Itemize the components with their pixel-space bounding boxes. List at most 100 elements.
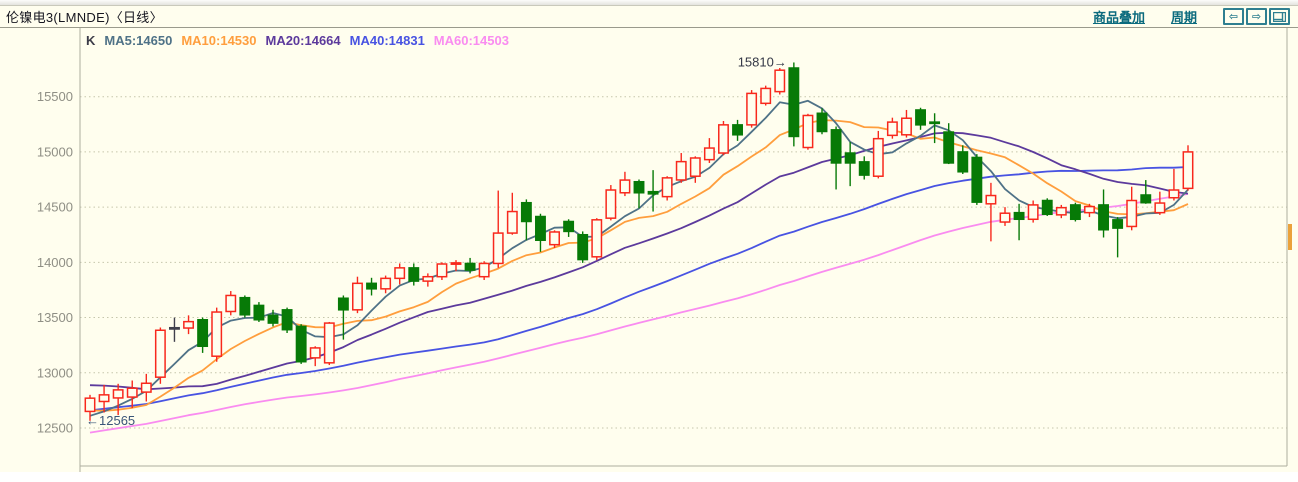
candle-body <box>323 322 335 364</box>
ma20-line <box>89 131 1189 391</box>
candle-body <box>591 219 603 258</box>
high-price-annotation: 15810→ <box>738 54 787 69</box>
candle-body <box>1140 194 1152 204</box>
layout-button[interactable] <box>1269 8 1290 25</box>
candle-body <box>225 294 237 313</box>
candle-body <box>337 297 349 311</box>
candle-body <box>352 282 363 311</box>
candle-body <box>563 220 575 233</box>
right-arrow-icon: ⇨ <box>1251 10 1262 23</box>
candle-body <box>520 201 532 223</box>
candle-body <box>802 114 814 149</box>
candle-body <box>830 129 842 164</box>
candle-body <box>872 137 884 177</box>
candle-body <box>1013 211 1025 221</box>
candle-body <box>422 275 434 282</box>
candle-body <box>844 152 856 164</box>
candle-body <box>1168 189 1180 199</box>
candle-body <box>957 151 969 173</box>
candle-body <box>464 262 476 271</box>
candle-body <box>915 109 926 126</box>
candle-body <box>98 394 110 403</box>
candle-body <box>718 124 729 154</box>
candle-body <box>1112 219 1124 229</box>
candle-body <box>211 311 223 357</box>
candle-body <box>732 124 743 136</box>
candle-body <box>380 277 392 290</box>
y-axis-label: 14500 <box>37 200 73 215</box>
next-button[interactable]: ⇨ <box>1246 8 1267 25</box>
instrument-title: 伦镍电3(LMNDE)〈日线〉 <box>6 10 163 25</box>
candle-body <box>309 347 321 359</box>
candle-body <box>971 156 983 203</box>
chart-area: 12500 13000 13500 14000 14500 15000 15500 15810… <box>0 28 1298 482</box>
candle-body <box>943 131 955 164</box>
candle-body <box>901 117 912 136</box>
candle-body <box>633 180 645 194</box>
nav-icon-group: ⇦ ⇨ <box>1223 8 1290 25</box>
candle-body <box>112 389 124 399</box>
ma10-line <box>89 119 1189 412</box>
candle-body <box>1126 199 1138 228</box>
candle-body <box>760 87 772 105</box>
titlebar-actions: 商品叠加 周期 ⇦ ⇨ <box>1093 7 1292 26</box>
candle-body <box>605 189 617 219</box>
candle-body <box>126 387 138 398</box>
chart-titlebar: 伦镍电3(LMNDE)〈日线〉 商品叠加 周期 ⇦ ⇨ <box>0 5 1298 28</box>
candle-body <box>858 161 870 176</box>
candle-body <box>436 263 448 278</box>
candle-body <box>84 397 96 413</box>
candle-body <box>478 262 490 278</box>
candle-body <box>929 121 941 125</box>
candle-body <box>886 121 898 137</box>
candle-body <box>535 215 546 242</box>
candle-body <box>774 69 786 93</box>
candle-body <box>183 320 194 329</box>
candle-body <box>394 267 406 280</box>
y-axis-label: 14000 <box>37 255 73 270</box>
candle-body <box>816 112 828 133</box>
candle-body <box>689 157 701 177</box>
candle-body <box>197 319 209 348</box>
left-arrow-icon: ⇦ <box>1228 10 1239 23</box>
candle-body <box>506 210 518 234</box>
y-axis-label: 13500 <box>37 310 73 325</box>
candle-body <box>492 232 504 265</box>
candle-body <box>985 194 997 205</box>
candle-body <box>267 314 279 324</box>
candle-body <box>788 67 800 138</box>
candle-body <box>675 160 687 181</box>
candle-body <box>1154 202 1166 214</box>
y-axis-label: 13000 <box>37 365 73 380</box>
prev-button[interactable]: ⇦ <box>1223 8 1244 25</box>
candle-body <box>239 296 251 316</box>
overlay-link[interactable]: 商品叠加 <box>1092 10 1145 25</box>
candle-body <box>295 325 307 363</box>
candle-body <box>281 309 293 331</box>
kline-chart[interactable]: 12500 13000 13500 14000 14500 15000 15500 15810… <box>0 28 1298 482</box>
candle-body <box>253 304 265 321</box>
candle-body <box>140 382 152 393</box>
candle-body <box>647 190 659 195</box>
candle-body <box>577 233 589 261</box>
candle-body <box>746 92 758 126</box>
period-link[interactable]: 周期 <box>1170 10 1197 25</box>
candle-body <box>1069 204 1081 221</box>
candle-body <box>1084 205 1095 214</box>
candle-body <box>450 262 462 265</box>
candle-body <box>169 326 180 330</box>
ma40-line <box>89 166 1189 412</box>
y-axis-label: 12500 <box>37 420 73 435</box>
candle-body <box>549 231 560 246</box>
candle-body <box>366 282 377 290</box>
candle-body <box>408 267 420 282</box>
y-axis-label: 15500 <box>37 89 73 104</box>
window-top-strip <box>0 0 1298 5</box>
candle-body <box>1055 206 1067 216</box>
y-axis-label: 15000 <box>37 144 73 159</box>
right-scale-marker <box>1288 224 1292 250</box>
candle-body <box>1182 151 1194 190</box>
candle-body <box>154 329 166 378</box>
candle-body <box>1041 199 1053 216</box>
candle-body <box>661 177 673 198</box>
